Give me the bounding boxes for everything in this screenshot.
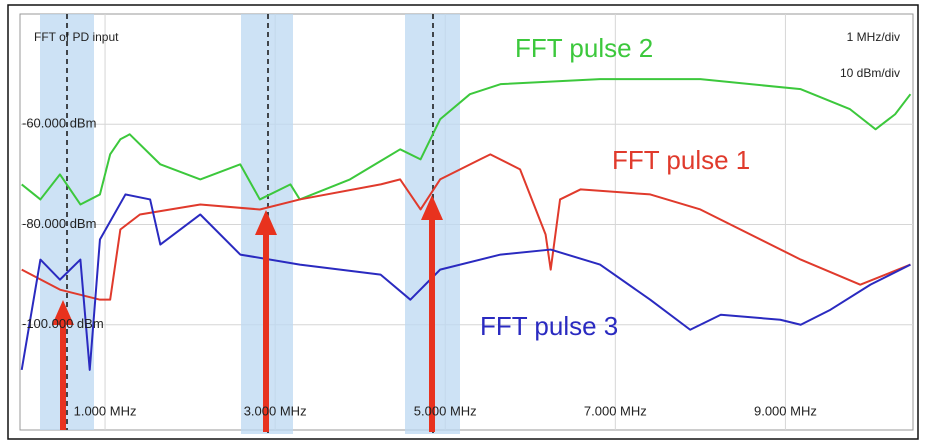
arrow-head xyxy=(255,210,277,235)
y-tick-label: -100.000 dBm xyxy=(22,316,104,331)
arrow-head xyxy=(421,195,443,220)
series-label: FFT pulse 1 xyxy=(612,145,750,175)
y-tick-label: -80.000 dBm xyxy=(22,216,96,231)
x-tick-label: 7.000 MHz xyxy=(584,403,647,418)
trace xyxy=(20,193,911,371)
arrows xyxy=(52,195,443,432)
trace xyxy=(21,153,911,301)
series-label: FFT pulse 3 xyxy=(480,311,618,341)
data-layer xyxy=(20,78,912,371)
chart-title: FFT of PD input xyxy=(34,30,119,44)
y-tick-label: -60.000 dBm xyxy=(22,116,96,131)
x-tick-label: 1.000 MHz xyxy=(74,403,137,418)
arrow-head xyxy=(52,300,74,325)
x-tick-label: 3.000 MHz xyxy=(244,403,307,418)
annotation: 1 MHz/div xyxy=(847,30,900,44)
x-tick-label: 5.000 MHz xyxy=(414,403,477,418)
series-label: FFT pulse 2 xyxy=(515,33,653,63)
plot-frame xyxy=(19,13,914,431)
x-tick-label: 9.000 MHz xyxy=(754,403,817,418)
annotation: 10 dBm/div xyxy=(840,66,900,80)
